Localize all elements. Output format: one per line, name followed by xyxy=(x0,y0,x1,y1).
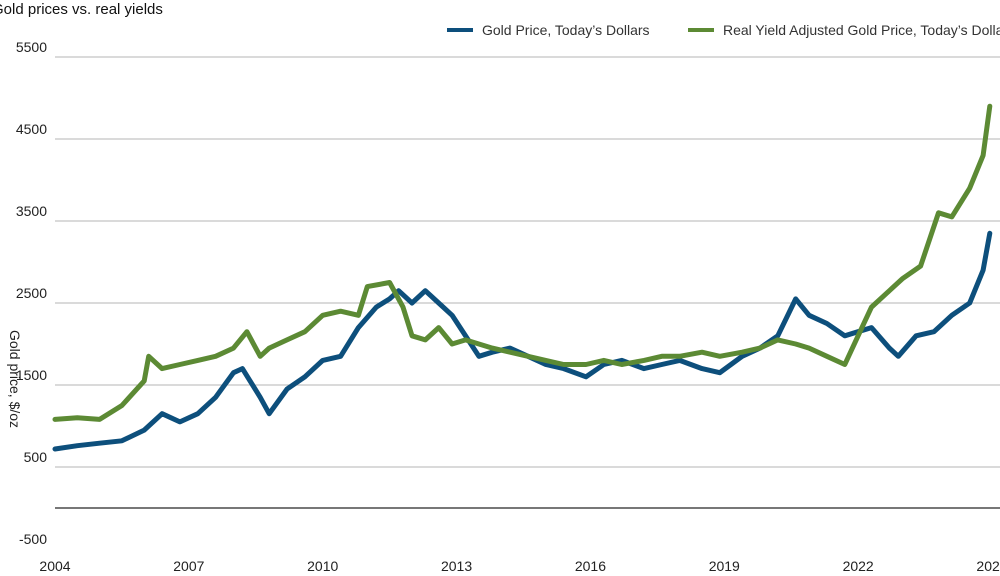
x-tick-label: 2004 xyxy=(39,558,70,574)
y-axis-tick-labels: 5500 4500 3500 2500 1500 500 -500 xyxy=(16,39,47,547)
x-tick-label: 2016 xyxy=(575,558,606,574)
gridlines xyxy=(55,56,1000,509)
series-line-gold-price xyxy=(52,230,993,452)
series-lines xyxy=(52,103,993,452)
x-tick-label: 2025 xyxy=(976,558,1000,574)
x-tick-label: 2019 xyxy=(709,558,740,574)
y-tick-label: 4500 xyxy=(16,121,47,137)
legend: Gold Price, Today’s Dollars Real Yield A… xyxy=(447,22,1000,38)
legend-label-gold-price: Gold Price, Today’s Dollars xyxy=(482,22,650,38)
x-tick-label: 2013 xyxy=(441,558,472,574)
y-tick-label: 5500 xyxy=(16,39,47,55)
y-tick-label: 1500 xyxy=(16,367,47,383)
series-line-real-yield-adjusted xyxy=(52,103,993,422)
x-tick-label: 2010 xyxy=(307,558,338,574)
y-axis-label: Gold price, $/oz xyxy=(7,330,23,428)
x-axis-tick-labels: 2004 2007 2010 2013 2016 2019 2022 2025 xyxy=(39,558,1000,574)
y-tick-label: 500 xyxy=(24,449,48,465)
x-tick-label: 2007 xyxy=(173,558,204,574)
x-tick-label: 2022 xyxy=(843,558,874,574)
y-tick-label: 3500 xyxy=(16,203,47,219)
legend-label-real-yield-adjusted: Real Yield Adjusted Gold Price, Today’s … xyxy=(723,22,1000,38)
y-tick-label: 2500 xyxy=(16,285,47,301)
chart-title: Gold prices vs. real yields xyxy=(0,1,163,18)
y-tick-label: -500 xyxy=(19,531,47,547)
